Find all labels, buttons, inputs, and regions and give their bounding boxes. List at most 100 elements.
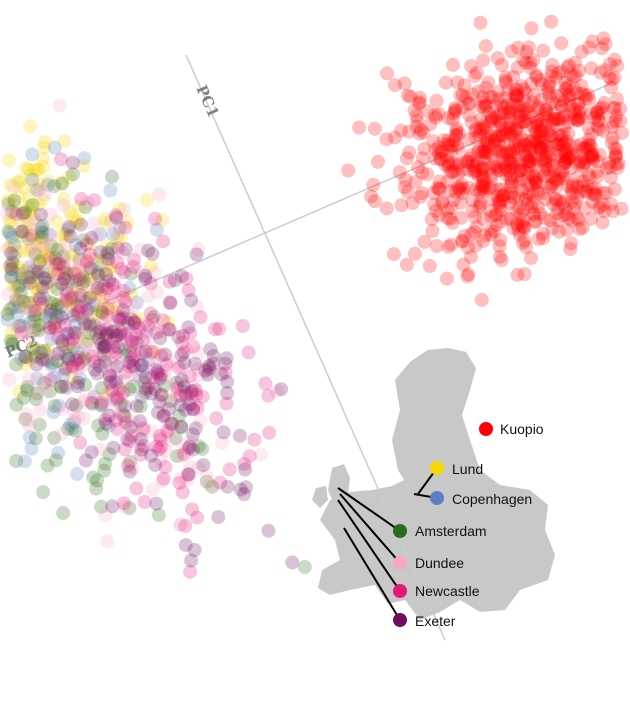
data-point	[552, 224, 567, 239]
data-point	[519, 240, 534, 255]
data-point	[100, 329, 115, 344]
data-point	[60, 228, 75, 243]
data-point	[50, 266, 65, 281]
data-point	[32, 284, 46, 299]
data-point	[512, 207, 527, 222]
data-point	[590, 119, 605, 134]
data-point	[425, 224, 440, 238]
data-point	[440, 203, 455, 218]
data-point	[156, 409, 171, 424]
data-point	[93, 245, 108, 260]
data-point	[603, 170, 618, 185]
data-point	[203, 342, 218, 357]
data-point	[524, 21, 539, 36]
data-point	[247, 432, 262, 447]
data-point	[116, 283, 131, 298]
data-point	[550, 213, 565, 228]
data-point	[220, 386, 235, 400]
data-point	[431, 181, 446, 196]
data-point	[32, 177, 47, 192]
data-point	[47, 140, 62, 155]
data-point	[574, 44, 589, 59]
data-point	[571, 213, 586, 228]
data-point	[91, 418, 106, 433]
data-point	[475, 169, 490, 184]
data-point	[125, 333, 140, 348]
data-point	[100, 534, 115, 549]
data-point	[114, 311, 129, 326]
data-point	[22, 331, 37, 346]
data-point	[598, 63, 613, 78]
data-point	[65, 358, 80, 373]
data-point	[118, 220, 133, 235]
data-point	[528, 137, 543, 152]
data-point	[186, 402, 201, 416]
data-point	[407, 246, 422, 261]
data-point	[108, 284, 123, 299]
data-point	[163, 394, 178, 409]
data-point	[173, 448, 188, 463]
data-point	[379, 201, 394, 216]
data-point	[206, 349, 221, 363]
data-point	[208, 322, 222, 337]
data-point	[11, 260, 26, 275]
data-point	[112, 381, 127, 396]
data-point	[483, 160, 498, 175]
data-point	[416, 125, 431, 140]
data-point	[220, 479, 235, 494]
data-point	[138, 385, 153, 400]
data-point	[68, 423, 83, 438]
data-point	[514, 163, 529, 178]
data-point	[531, 199, 545, 214]
data-point	[516, 52, 531, 67]
data-point	[182, 397, 197, 412]
data-point	[94, 499, 109, 514]
data-point	[535, 138, 550, 153]
data-point	[270, 383, 285, 398]
data-point	[79, 291, 94, 305]
data-point	[9, 319, 24, 334]
data-point	[112, 220, 127, 235]
data-point	[465, 154, 480, 169]
data-point	[473, 99, 488, 114]
data-point	[596, 197, 611, 212]
data-point	[427, 197, 442, 212]
data-point	[163, 419, 178, 434]
data-point	[609, 142, 624, 157]
data-point	[106, 349, 121, 364]
data-point	[103, 183, 118, 198]
data-point	[473, 121, 488, 136]
data-point	[174, 471, 189, 486]
data-point	[54, 299, 69, 314]
data-point	[193, 310, 208, 325]
data-point	[34, 239, 49, 254]
data-point	[409, 108, 424, 123]
data-point	[118, 242, 133, 257]
data-point	[510, 90, 525, 105]
data-point	[477, 150, 492, 165]
leader-line-dundee	[339, 493, 401, 564]
data-point	[476, 154, 491, 169]
data-point	[72, 260, 87, 274]
data-point	[62, 205, 77, 219]
data-point	[152, 187, 166, 202]
data-point	[73, 281, 88, 296]
data-point	[503, 171, 518, 186]
data-point	[2, 302, 16, 317]
data-point	[398, 172, 413, 187]
data-point	[24, 441, 39, 456]
data-point	[163, 295, 178, 310]
data-point	[117, 341, 132, 356]
data-point	[554, 88, 569, 103]
data-point	[35, 218, 50, 233]
data-point	[471, 84, 486, 99]
data-point	[367, 121, 382, 136]
data-point	[467, 209, 482, 224]
data-point	[17, 300, 32, 315]
data-point	[522, 99, 537, 114]
data-point	[253, 447, 268, 462]
data-point	[507, 135, 522, 150]
data-point	[73, 217, 88, 232]
data-point	[572, 110, 587, 125]
data-point	[52, 98, 67, 113]
